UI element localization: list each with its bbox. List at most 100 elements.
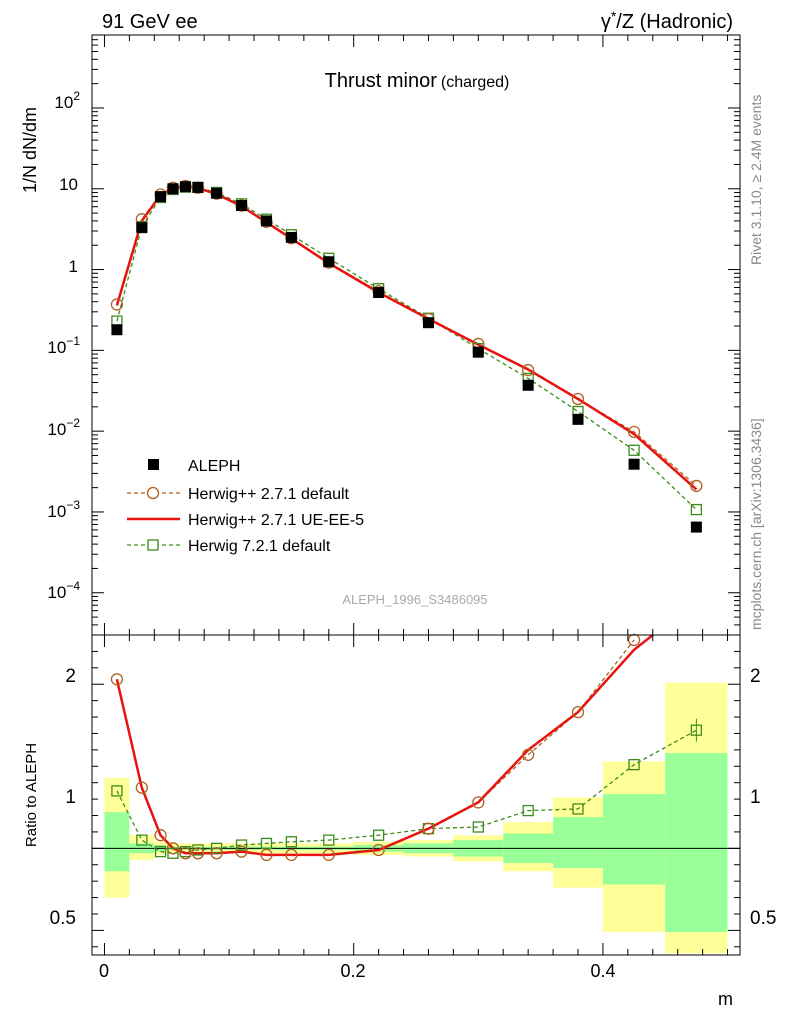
header-energy-label: 91 GeV ee bbox=[102, 11, 198, 33]
main-y-ticks bbox=[92, 34, 740, 636]
main-point-open-circle bbox=[110, 298, 124, 311]
ratio-point-open-circle bbox=[154, 829, 167, 842]
main-point-filled-square bbox=[572, 413, 584, 425]
main-series-line-open-circle bbox=[116, 185, 697, 487]
legend-marker-filled-square bbox=[148, 459, 159, 470]
ratio-point-open-circle bbox=[166, 842, 180, 855]
main-x-ticks bbox=[103, 35, 729, 635]
header-gamma-glyph: γ bbox=[601, 11, 611, 33]
legend-label-aleph: ALEPH bbox=[188, 458, 240, 475]
ytick-label-10: 10 bbox=[59, 175, 78, 194]
ytick-label-1e-2: 10−2 bbox=[47, 416, 80, 439]
main-point-filled-square bbox=[628, 458, 640, 470]
ratio-point-open-circle bbox=[571, 705, 585, 719]
xtick-label-04: 0.4 bbox=[590, 961, 615, 981]
main-point-open-square bbox=[628, 444, 640, 456]
ratio-point-open-circle bbox=[522, 748, 535, 761]
ratio-band-stat bbox=[104, 812, 130, 872]
main-point-filled-square bbox=[522, 379, 534, 391]
ratio-point-open-circle bbox=[322, 848, 335, 862]
main-title: Thrust minor (charged) bbox=[325, 70, 510, 92]
ratio-point-open-circle bbox=[285, 848, 298, 862]
ratio-point-open-square bbox=[167, 847, 179, 859]
ytick-label-1e-1: 10−1 bbox=[47, 334, 80, 357]
ytick-1e-4-exp: −4 bbox=[66, 579, 80, 593]
legend-entry-herwigpp-ueee5: Herwig++ 2.7.1 UE-EE-5 bbox=[127, 512, 364, 529]
legend-label-herwigpp-ueee5: Herwig++ 2.7.1 UE-EE-5 bbox=[188, 512, 364, 529]
main-point-filled-square bbox=[192, 181, 204, 193]
ratio-y-tick-labels-right: 2 1 0.5 bbox=[750, 666, 776, 929]
main-point-filled-square bbox=[285, 231, 297, 243]
legend-marker-open-square bbox=[147, 539, 159, 551]
xtick-label-02: 0.2 bbox=[340, 961, 365, 981]
main-point-filled-square bbox=[136, 222, 148, 234]
main-series-layer bbox=[110, 179, 703, 533]
ratio-y-tick-labels-left: 2 1 0.5 bbox=[50, 666, 76, 929]
ratio-x-ticks bbox=[103, 635, 729, 955]
ratio-point-open-square bbox=[154, 845, 167, 858]
ratio-point-open-circle bbox=[260, 848, 273, 862]
legend-label-herwigpp-default: Herwig++ 2.7.1 default bbox=[188, 486, 350, 503]
ratio-x-tick-labels: 0 0.2 0.4 bbox=[99, 961, 616, 981]
main-point-open-circle bbox=[690, 479, 703, 493]
ratio-bands-layer bbox=[104, 682, 728, 954]
title-main-text: Thrust minor bbox=[325, 70, 438, 92]
ytick-1e-3-base: 10 bbox=[47, 502, 66, 521]
legend-entry-herwigpp-default: Herwig++ 2.7.1 default bbox=[127, 486, 350, 503]
main-point-open-circle bbox=[571, 392, 585, 406]
ratio-point-open-square bbox=[323, 834, 335, 846]
ratio-point-open-square bbox=[572, 803, 584, 815]
ratio-series-layer bbox=[110, 633, 703, 862]
ratio-band-stat bbox=[602, 794, 666, 885]
ratio-point-open-circle bbox=[210, 847, 223, 860]
ratio-point-open-circle bbox=[235, 845, 248, 858]
ratio-series-line-line bbox=[115, 634, 654, 857]
analysis-watermark: ALEPH_1996_S3486095 bbox=[342, 592, 487, 607]
main-point-open-circle bbox=[627, 425, 641, 439]
ratio-point-open-square bbox=[522, 804, 534, 817]
ratio-point-open-square bbox=[111, 785, 123, 797]
ytick-1e-4-base: 10 bbox=[47, 583, 66, 602]
ratio-point-open-circle bbox=[472, 796, 485, 809]
legend-label-herwig7-default: Herwig 7.2.1 default bbox=[188, 538, 331, 555]
main-point-filled-square bbox=[167, 183, 179, 195]
legend-entry-aleph: ALEPH bbox=[148, 458, 240, 475]
ytick-1e-2-exp: −2 bbox=[66, 416, 80, 430]
ratio-point-open-circle bbox=[372, 843, 385, 857]
ratio-point-open-square bbox=[628, 758, 640, 771]
ratio-point-open-circle bbox=[179, 847, 192, 860]
ratio-point-open-square bbox=[136, 834, 148, 846]
header-process-rest: /Z (Hadronic) bbox=[616, 11, 733, 33]
main-series-line-line bbox=[115, 185, 698, 491]
ratio-point-open-circle bbox=[422, 822, 435, 835]
header-process-label: γ*/Z (Hadronic) bbox=[601, 8, 733, 33]
ytick-label-1e-4: 10−4 bbox=[47, 579, 80, 602]
main-point-filled-square bbox=[111, 324, 123, 336]
ratio-point-open-square bbox=[260, 837, 273, 850]
legend-entry-herwig7-default: Herwig 7.2.1 default bbox=[127, 538, 331, 555]
ratio-ytick-label-05-right: 0.5 bbox=[750, 908, 776, 929]
ratio-point-open-square bbox=[235, 839, 248, 851]
ratio-point-open-circle bbox=[191, 847, 205, 860]
rivet-version-label: Rivet 3.1.10, ≥ 2.4M events bbox=[748, 95, 764, 265]
main-point-filled-square bbox=[422, 317, 434, 329]
ratio-point-open-circle bbox=[135, 781, 148, 794]
ratio-y-axis-label: Ratio to ALEPH bbox=[23, 743, 40, 847]
ratio-ytick-label-1-right: 1 bbox=[750, 787, 761, 808]
xtick-label-0: 0 bbox=[99, 961, 109, 981]
main-point-filled-square bbox=[179, 181, 191, 193]
ytick-label-1: 1 bbox=[69, 257, 78, 276]
ratio-ytick-label-1-left: 1 bbox=[65, 787, 76, 808]
main-point-filled-square bbox=[155, 191, 167, 203]
ratio-point-open-circle bbox=[627, 633, 641, 647]
ratio-point-open-square bbox=[372, 829, 385, 841]
main-point-filled-square bbox=[211, 187, 223, 199]
ratio-ytick-label-05-left: 0.5 bbox=[50, 908, 76, 929]
main-point-filled-square bbox=[236, 200, 248, 212]
main-y-tick-labels: 102 10 1 10−1 10−2 10−3 10−4 bbox=[47, 89, 80, 602]
rivet-events-text: 2.4M events bbox=[748, 95, 764, 175]
legend-marker-open-circle bbox=[146, 486, 160, 500]
x-axis-label: m bbox=[718, 989, 733, 1009]
legend: ALEPH Herwig++ 2.7.1 default Herwig++ 2.… bbox=[127, 458, 364, 555]
main-point-filled-square bbox=[260, 215, 272, 227]
